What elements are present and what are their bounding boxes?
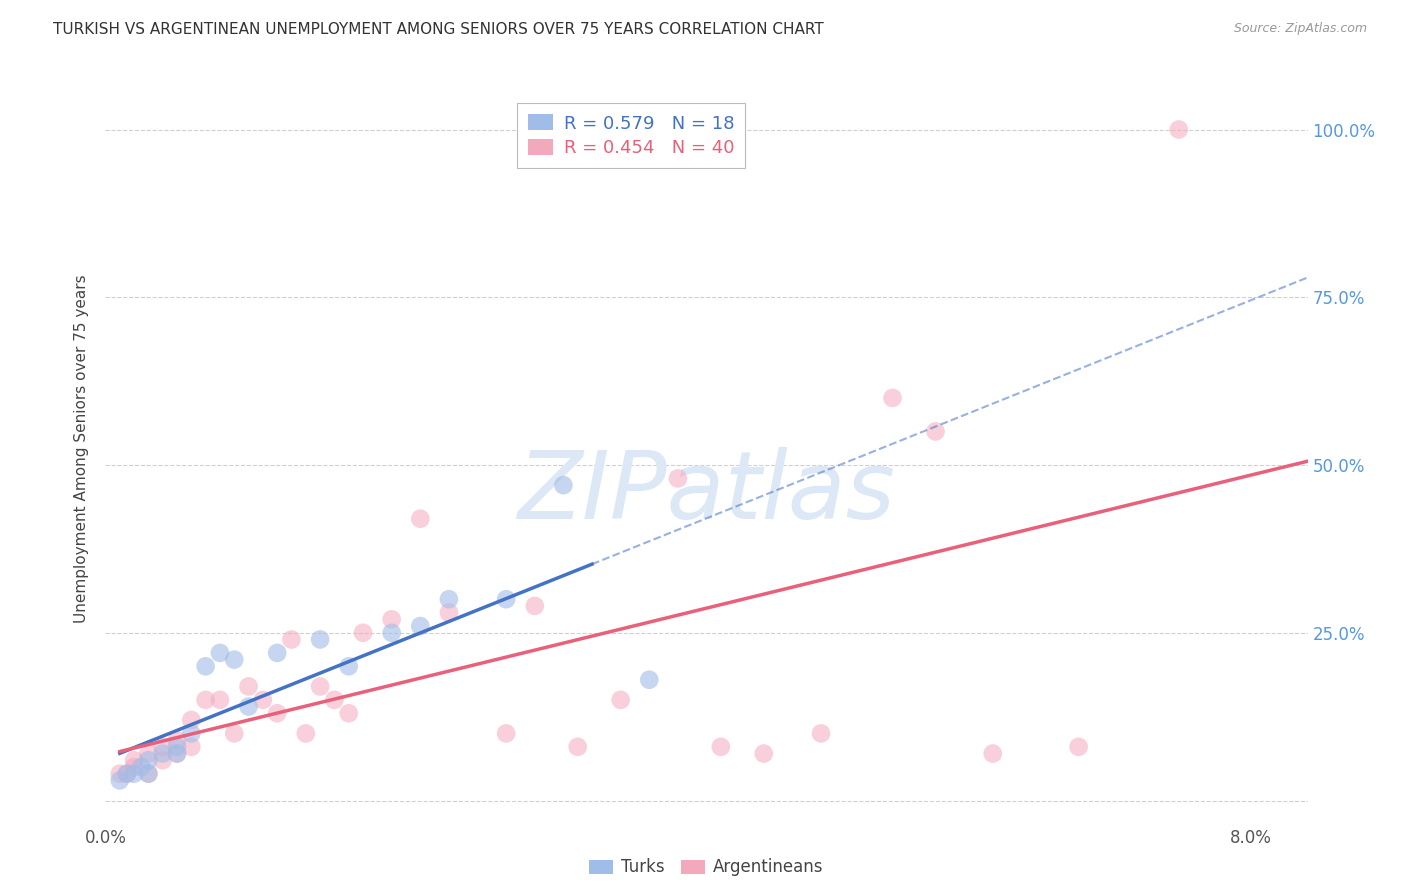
Point [567, 739, 589, 754]
Point [266, 646, 288, 660]
Point [115, 766, 138, 780]
Y-axis label: Unemployment Among Seniors over 75 years: Unemployment Among Seniors over 75 years [75, 274, 90, 623]
Point [309, 632, 332, 647]
Point [152, 739, 174, 754]
Point [180, 726, 202, 740]
Point [553, 478, 575, 492]
Point [981, 747, 1004, 761]
Point [523, 599, 546, 613]
Point [224, 652, 246, 666]
Point [409, 511, 432, 525]
Point [166, 747, 188, 761]
Point [294, 726, 316, 740]
Text: TURKISH VS ARGENTINEAN UNEMPLOYMENT AMONG SENIORS OVER 75 YEARS CORRELATION CHAR: TURKISH VS ARGENTINEAN UNEMPLOYMENT AMON… [53, 22, 824, 37]
Point [166, 733, 188, 747]
Point [238, 699, 260, 714]
Point [437, 606, 460, 620]
Point [752, 747, 775, 761]
Point [208, 646, 231, 660]
Point [252, 693, 274, 707]
Point [810, 726, 832, 740]
Point [381, 625, 404, 640]
Point [437, 592, 460, 607]
Point [495, 592, 517, 607]
Point [122, 760, 145, 774]
Point [337, 659, 360, 673]
Point [194, 659, 217, 673]
Point [280, 632, 302, 647]
Point [194, 693, 217, 707]
Point [180, 739, 202, 754]
Text: ZIPatlas: ZIPatlas [517, 448, 896, 539]
Text: Source: ZipAtlas.com: Source: ZipAtlas.com [1233, 22, 1367, 36]
Point [180, 713, 202, 727]
Point [138, 747, 160, 761]
Point [138, 766, 160, 780]
Point [108, 773, 131, 788]
Point [238, 680, 260, 694]
Point [609, 693, 631, 707]
Point [924, 425, 946, 439]
Point [224, 726, 246, 740]
Point [352, 625, 374, 640]
Point [166, 739, 188, 754]
Point [129, 760, 152, 774]
Point [266, 706, 288, 721]
Point [638, 673, 661, 687]
Point [108, 766, 131, 780]
Point [1167, 122, 1189, 136]
Point [166, 747, 188, 761]
Legend: Turks, Argentineans: Turks, Argentineans [582, 852, 831, 883]
Point [409, 619, 432, 633]
Point [122, 766, 145, 780]
Point [138, 766, 160, 780]
Point [323, 693, 346, 707]
Point [1067, 739, 1090, 754]
Point [115, 766, 138, 780]
Point [337, 706, 360, 721]
Point [495, 726, 517, 740]
Point [152, 747, 174, 761]
Point [309, 680, 332, 694]
Point [710, 739, 733, 754]
Point [208, 693, 231, 707]
Point [882, 391, 904, 405]
Point [381, 612, 404, 626]
Point [666, 471, 689, 485]
Point [138, 753, 160, 767]
Point [152, 753, 174, 767]
Point [122, 753, 145, 767]
